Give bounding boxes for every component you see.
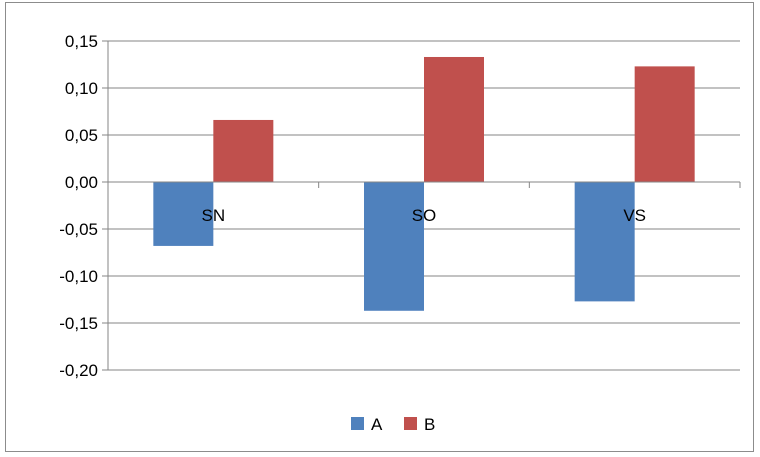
bar-a-sn	[153, 182, 214, 246]
axes	[102, 40, 741, 371]
y-tick-label: -0,10	[59, 267, 98, 286]
bar-b-sn	[213, 119, 274, 182]
tick-labels: 0,15 0,10 0,05 0,00 -0,05 -0,10 -0,15 -0,20 SN SO…	[59, 32, 646, 380]
y-tick-label: -0,05	[59, 220, 98, 239]
legend-label-a: A	[371, 415, 383, 434]
y-tick-label: 0,00	[65, 173, 98, 192]
bars	[153, 56, 695, 311]
y-tick-label: 0,15	[65, 32, 98, 51]
bar-a-vs	[574, 182, 635, 302]
category-label: SO	[412, 206, 437, 225]
legend-label-b: B	[424, 415, 435, 434]
y-tick-label: 0,10	[65, 79, 98, 98]
y-tick-label: -0,20	[59, 361, 98, 380]
category-label: VS	[623, 206, 646, 225]
y-tick-label: -0,15	[59, 314, 98, 333]
category-label: SN	[202, 206, 226, 225]
bar-b-so	[424, 56, 484, 183]
bar-a-so	[364, 182, 424, 311]
bar-b-vs	[634, 66, 695, 182]
legend-swatch-b	[404, 417, 417, 430]
legend-swatch-a	[351, 417, 364, 430]
y-tick-label: 0,05	[65, 126, 98, 145]
